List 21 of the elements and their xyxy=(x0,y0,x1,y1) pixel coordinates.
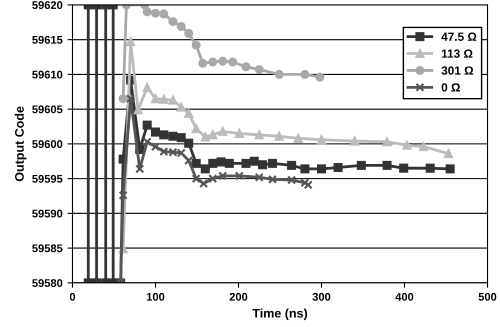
x-tick-label: 400 xyxy=(395,292,414,301)
x-tick-label: 0 xyxy=(70,292,76,301)
y-tick-label: 59600 xyxy=(32,140,62,148)
y-tick-label: 59605 xyxy=(32,105,62,114)
y-tick-label: 59585 xyxy=(32,244,62,252)
x-axis-title: Time (ns) xyxy=(252,308,308,320)
y-tick-label: 59595 xyxy=(32,174,62,183)
legend-label: 113 Ω xyxy=(442,49,472,58)
y-tick-label: 59580 xyxy=(32,279,62,287)
x-tick-label: 300 xyxy=(312,292,330,301)
legend-label: 301 Ω xyxy=(441,66,474,75)
x-tick-label: 200 xyxy=(230,292,248,301)
legend-label: 0 Ω xyxy=(442,83,460,92)
x-tick-label: 500 xyxy=(478,292,496,301)
y-tick-label: 59615 xyxy=(32,36,62,44)
y-tick-label: 59610 xyxy=(32,70,62,79)
y-tick-label: 59590 xyxy=(32,210,62,218)
x-tick-label: 100 xyxy=(146,292,164,301)
y-axis-title: Output Code xyxy=(14,106,26,182)
legend-label: 47.5 Ω xyxy=(441,32,476,41)
y-tick-label: 59620 xyxy=(32,1,62,10)
